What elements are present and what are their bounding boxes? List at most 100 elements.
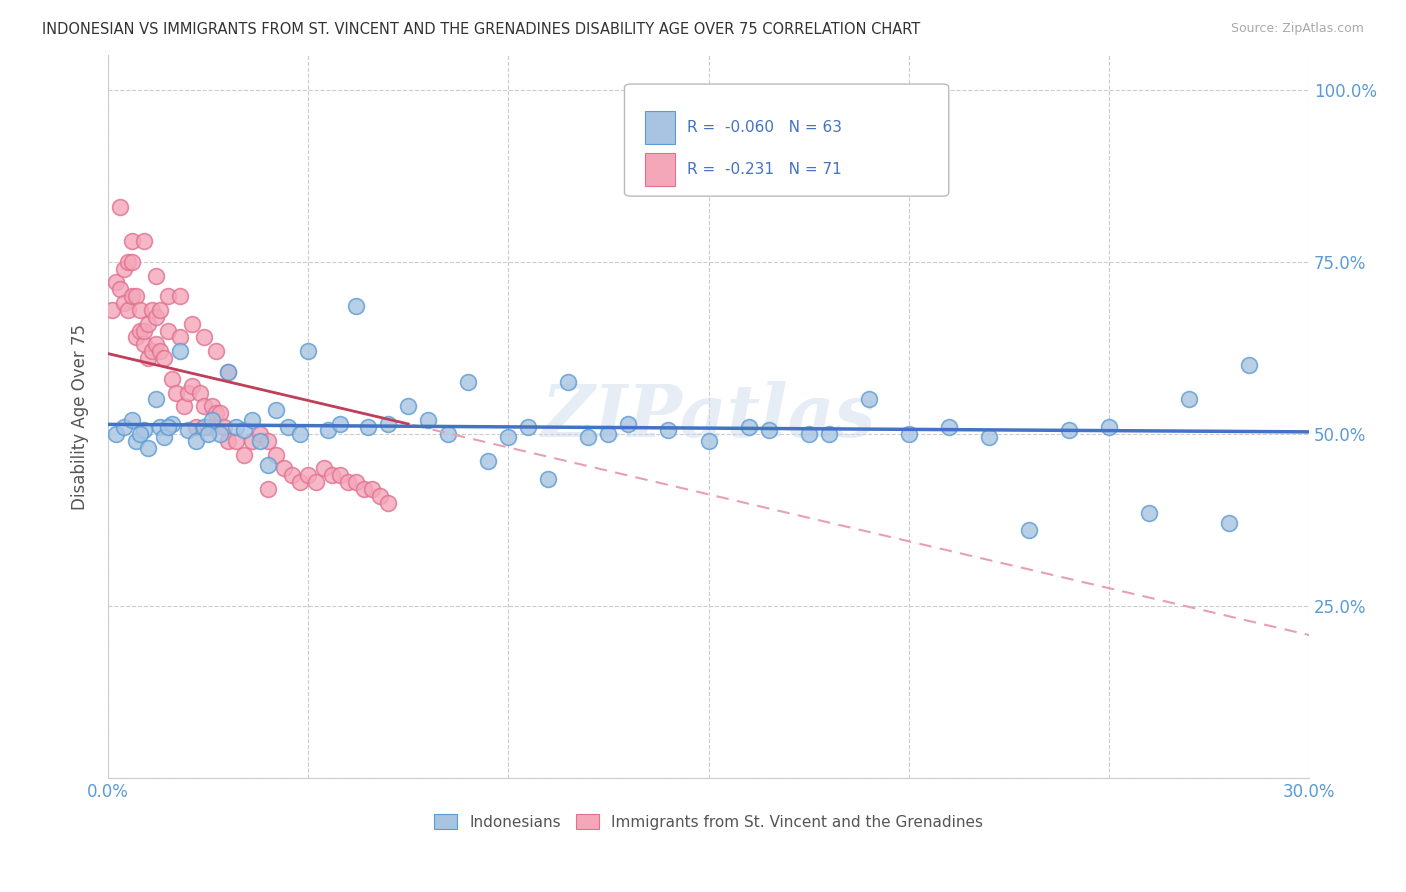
Point — [136, 317, 159, 331]
FancyBboxPatch shape — [645, 112, 675, 144]
Point — [329, 468, 352, 483]
Point — [112, 261, 135, 276]
Point — [112, 296, 135, 310]
Point — [240, 434, 263, 448]
Point — [121, 413, 143, 427]
Point — [181, 317, 204, 331]
Legend: Indonesians, Immigrants from St. Vincent and the Grenadines: Indonesians, Immigrants from St. Vincent… — [427, 807, 990, 836]
Point — [657, 424, 679, 438]
Point — [193, 420, 215, 434]
Point — [188, 385, 211, 400]
Point — [129, 302, 152, 317]
Point — [129, 426, 152, 441]
Point — [598, 426, 620, 441]
Point — [368, 489, 391, 503]
Point — [329, 417, 352, 431]
Point — [758, 424, 780, 438]
Point — [149, 344, 172, 359]
Point — [249, 434, 271, 448]
Point — [136, 351, 159, 366]
Point — [169, 344, 191, 359]
Point — [136, 441, 159, 455]
Point — [257, 482, 280, 496]
Y-axis label: Disability Age Over 75: Disability Age Over 75 — [72, 324, 89, 509]
Point — [201, 400, 224, 414]
Point — [1098, 420, 1121, 434]
Text: R =  -0.231   N = 71: R = -0.231 N = 71 — [688, 162, 842, 177]
Point — [344, 475, 367, 489]
Point — [1137, 506, 1160, 520]
Text: ZIPatlas: ZIPatlas — [541, 381, 876, 452]
FancyBboxPatch shape — [645, 153, 675, 186]
Point — [209, 406, 232, 420]
Point — [160, 417, 183, 431]
Point — [157, 324, 180, 338]
Point — [361, 482, 384, 496]
Point — [181, 378, 204, 392]
Point — [288, 475, 311, 489]
Point — [125, 330, 148, 344]
Point — [498, 430, 520, 444]
Point — [125, 289, 148, 303]
Point — [117, 302, 139, 317]
Point — [132, 234, 155, 248]
Point — [149, 302, 172, 317]
Text: R =  -0.060   N = 63: R = -0.060 N = 63 — [688, 120, 842, 135]
Point — [977, 430, 1000, 444]
Point — [281, 468, 304, 483]
Point — [173, 400, 195, 414]
Point — [197, 420, 219, 434]
Point — [418, 413, 440, 427]
Point — [233, 424, 256, 438]
Point — [697, 434, 720, 448]
Point — [209, 426, 232, 441]
Point — [205, 344, 228, 359]
Point — [353, 482, 375, 496]
Point — [437, 426, 460, 441]
Point — [132, 337, 155, 351]
Point — [177, 424, 200, 438]
Point — [477, 454, 499, 468]
Point — [197, 426, 219, 441]
Point — [377, 496, 399, 510]
Text: Source: ZipAtlas.com: Source: ZipAtlas.com — [1230, 22, 1364, 36]
Point — [305, 475, 328, 489]
Point — [578, 430, 600, 444]
Point — [145, 337, 167, 351]
Point — [141, 344, 163, 359]
Point — [165, 385, 187, 400]
Point — [557, 376, 579, 390]
Point — [125, 434, 148, 448]
Point — [297, 468, 319, 483]
Point — [264, 402, 287, 417]
Point — [149, 420, 172, 434]
Point — [357, 420, 380, 434]
Point — [277, 420, 299, 434]
Point — [1057, 424, 1080, 438]
Point — [457, 376, 479, 390]
Point — [897, 426, 920, 441]
Point — [217, 434, 239, 448]
Point — [184, 420, 207, 434]
Point — [105, 426, 128, 441]
Point — [121, 254, 143, 268]
Point — [153, 351, 176, 366]
Point — [145, 268, 167, 283]
Point — [273, 461, 295, 475]
Point — [184, 434, 207, 448]
Point — [938, 420, 960, 434]
Point — [233, 448, 256, 462]
Point — [225, 420, 247, 434]
Point — [145, 310, 167, 324]
Point — [396, 400, 419, 414]
Point — [160, 372, 183, 386]
Text: INDONESIAN VS IMMIGRANTS FROM ST. VINCENT AND THE GRENADINES DISABILITY AGE OVER: INDONESIAN VS IMMIGRANTS FROM ST. VINCEN… — [42, 22, 921, 37]
Point — [132, 324, 155, 338]
Point — [157, 420, 180, 434]
Point — [129, 324, 152, 338]
Point — [240, 413, 263, 427]
Point — [108, 200, 131, 214]
Point — [288, 426, 311, 441]
Point — [153, 430, 176, 444]
Point — [617, 417, 640, 431]
